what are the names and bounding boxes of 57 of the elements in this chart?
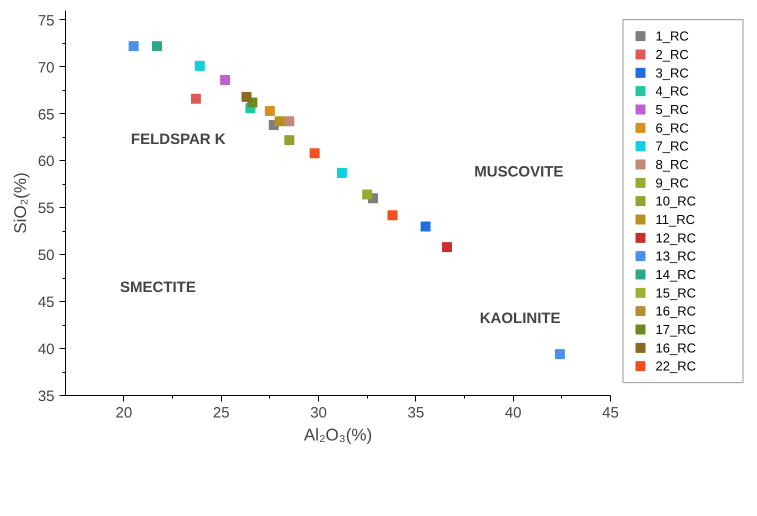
point (274, 116, 285, 126)
y-tick-label: 35 (38, 388, 55, 405)
point (152, 41, 162, 52)
legend-label: 11_RC (656, 212, 696, 227)
legend-label: 4_RC (656, 84, 689, 99)
annotation: FELDSPAR K (130, 130, 226, 148)
y-tick-label: 60 (38, 153, 55, 170)
y-tick-label: 55 (38, 200, 55, 218)
legend-label: 14_RC (656, 267, 696, 282)
x-tick-label: 35 (408, 404, 424, 422)
legend-label: 12_RC (656, 230, 696, 246)
point (242, 92, 252, 102)
point (264, 106, 275, 116)
point (362, 190, 372, 200)
x-tick-label: 25 (212, 404, 230, 422)
legend-label: 2_RC (656, 47, 689, 62)
y-tick-label: 65 (38, 106, 55, 124)
legend-label: 22_RC (656, 358, 696, 374)
y-tick-label: 70 (38, 59, 55, 76)
point (128, 41, 139, 52)
legend-label: 15_RC (656, 285, 696, 300)
point (442, 242, 452, 252)
point (388, 210, 398, 220)
point (194, 60, 205, 71)
legend-label: 16_RC (656, 340, 696, 356)
y-tick-label: 45 (38, 294, 55, 312)
legend-label: 3_RC (656, 65, 689, 80)
point (284, 116, 294, 126)
x-tick-label: 20 (116, 404, 132, 422)
x-tick-label: 40 (504, 404, 522, 422)
x-axis-title: Al₂O₃(%) (304, 426, 372, 444)
y-tick-label: 40 (38, 341, 55, 358)
x-tick-label: 30 (310, 404, 327, 422)
point (190, 94, 201, 104)
x-tick-label: 45 (602, 404, 619, 422)
y-tick-label: 75 (38, 12, 55, 30)
legend-label: 10_RC (656, 194, 696, 209)
point (220, 74, 230, 85)
annotation: MUSCOVITE (474, 164, 564, 181)
point (336, 168, 347, 178)
legend-label: 6_RC (656, 120, 689, 136)
legend-label: 7_RC (656, 138, 689, 154)
point (554, 349, 565, 360)
annotation: KAOLINITE (480, 310, 561, 327)
point (310, 148, 320, 158)
legend-label: 5_RC (656, 102, 689, 117)
y-tick-label: 50 (38, 247, 55, 264)
legend-label: 9_RC (656, 175, 689, 190)
annotation: SMECTITE (120, 279, 196, 296)
legend-label: 17_RC (656, 322, 696, 337)
point (420, 221, 431, 232)
legend-label: 16_RC (656, 304, 696, 319)
y-axis-title: SiO₂(%) (10, 172, 30, 234)
legend-label: 8_RC (656, 157, 689, 172)
legend-label: 1_RC (656, 28, 689, 44)
point (284, 135, 294, 146)
legend-label: 13_RC (656, 248, 696, 264)
